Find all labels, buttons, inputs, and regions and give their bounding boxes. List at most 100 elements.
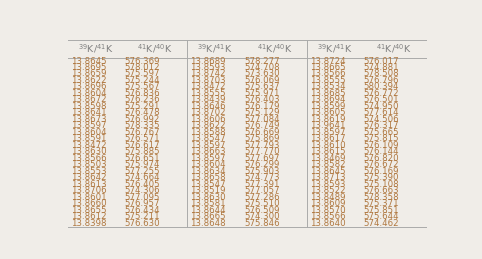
Text: 577.391: 577.391 <box>244 180 280 189</box>
Text: 13.8622: 13.8622 <box>190 121 226 131</box>
Text: 13.8609: 13.8609 <box>310 199 345 208</box>
Text: 576.509: 576.509 <box>244 206 280 215</box>
Text: 575.108: 575.108 <box>363 180 399 189</box>
Text: 575.851: 575.851 <box>363 206 399 215</box>
Text: 575.597: 575.597 <box>124 69 160 78</box>
Text: 576.369: 576.369 <box>124 56 160 66</box>
Text: 576.478: 576.478 <box>124 109 160 117</box>
Text: 13.8522: 13.8522 <box>310 186 346 195</box>
Text: 576.236: 576.236 <box>124 96 160 104</box>
Text: 577.084: 577.084 <box>244 115 280 124</box>
Text: 575.644: 575.644 <box>363 212 399 221</box>
Text: 576.617: 576.617 <box>124 141 160 150</box>
Text: 13.8604: 13.8604 <box>190 160 226 169</box>
Text: 13.8566: 13.8566 <box>71 154 107 163</box>
Text: 13.8640: 13.8640 <box>310 219 346 228</box>
Text: 13.8547: 13.8547 <box>190 180 226 189</box>
Text: 576.772: 576.772 <box>363 89 399 98</box>
Text: $^{39}$K/$^{41}$K: $^{39}$K/$^{41}$K <box>78 43 113 55</box>
Text: 574.306: 574.306 <box>124 186 160 195</box>
Text: 574.462: 574.462 <box>363 219 399 228</box>
Text: 573.630: 573.630 <box>244 69 280 78</box>
Text: $^{39}$K/$^{41}$K: $^{39}$K/$^{41}$K <box>317 43 352 55</box>
Text: 13.8566: 13.8566 <box>310 212 346 221</box>
Text: 13.8519: 13.8519 <box>190 186 226 195</box>
Text: 13.8630: 13.8630 <box>71 147 107 156</box>
Text: 576.144: 576.144 <box>363 147 399 156</box>
Text: 575.903: 575.903 <box>244 167 280 176</box>
Text: 576.992: 576.992 <box>124 115 160 124</box>
Text: 13.8534: 13.8534 <box>310 82 346 91</box>
Text: 574.708: 574.708 <box>244 63 280 72</box>
Text: 575.846: 575.846 <box>244 219 280 228</box>
Text: 577.770: 577.770 <box>244 147 280 156</box>
Text: 576.109: 576.109 <box>363 141 399 150</box>
Text: 575.129: 575.129 <box>244 109 280 117</box>
Text: 13.8582: 13.8582 <box>310 160 346 169</box>
Text: 575.244: 575.244 <box>124 76 160 85</box>
Text: 13.8615: 13.8615 <box>310 147 346 156</box>
Text: 577.255: 577.255 <box>124 167 160 176</box>
Text: 575.974: 575.974 <box>124 160 160 169</box>
Text: 13.8724: 13.8724 <box>310 56 346 66</box>
Text: 576.571: 576.571 <box>124 134 160 143</box>
Text: 13.8604: 13.8604 <box>71 128 107 137</box>
Text: 13.8703: 13.8703 <box>190 76 226 85</box>
Text: 13.8634: 13.8634 <box>190 167 226 176</box>
Text: 13.8658: 13.8658 <box>190 173 226 182</box>
Text: 575.371: 575.371 <box>363 199 399 208</box>
Text: 13.8655: 13.8655 <box>71 206 107 215</box>
Text: $^{41}$K/$^{40}$K: $^{41}$K/$^{40}$K <box>257 43 292 55</box>
Text: $^{41}$K/$^{40}$K: $^{41}$K/$^{40}$K <box>376 43 412 55</box>
Text: 576.169: 576.169 <box>363 167 399 176</box>
Text: 13.8665: 13.8665 <box>190 212 226 221</box>
Text: 13.8646: 13.8646 <box>190 102 226 111</box>
Text: $^{39}$K/$^{41}$K: $^{39}$K/$^{41}$K <box>197 43 232 55</box>
Text: 13.8599: 13.8599 <box>310 102 345 111</box>
Text: 13.8694: 13.8694 <box>310 96 345 104</box>
Text: 13.8472: 13.8472 <box>71 141 107 150</box>
Text: 13.8593: 13.8593 <box>190 63 226 72</box>
Text: 578.012: 578.012 <box>124 63 160 72</box>
Text: 13.8469: 13.8469 <box>310 154 345 163</box>
Text: 576.434: 576.434 <box>124 206 160 215</box>
Text: 13.8439: 13.8439 <box>190 96 226 104</box>
Text: 576.669: 576.669 <box>244 128 280 137</box>
Text: 13.8660: 13.8660 <box>71 199 107 208</box>
Text: 13.8570: 13.8570 <box>310 206 346 215</box>
Text: 576.672: 576.672 <box>363 160 399 169</box>
Text: 13.8598: 13.8598 <box>71 102 106 111</box>
Text: 574.881: 574.881 <box>363 63 399 72</box>
Text: 576.630: 576.630 <box>124 219 160 228</box>
Text: 13.8503: 13.8503 <box>71 160 107 169</box>
Text: 13.8605: 13.8605 <box>310 109 346 117</box>
Text: 13.8713: 13.8713 <box>310 173 346 182</box>
Text: 13.8706: 13.8706 <box>71 186 107 195</box>
Text: 576.017: 576.017 <box>363 56 399 66</box>
Text: 575.885: 575.885 <box>124 147 160 156</box>
Text: 13.8588: 13.8588 <box>190 128 226 137</box>
Text: 13.8645: 13.8645 <box>71 56 107 66</box>
Text: 575.510: 575.510 <box>244 199 280 208</box>
Text: 578.277: 578.277 <box>244 56 280 66</box>
Text: 576.179: 576.179 <box>244 102 280 111</box>
Text: 13.8663: 13.8663 <box>190 147 226 156</box>
Text: 576.836: 576.836 <box>124 89 160 98</box>
Text: 13.8581: 13.8581 <box>190 199 226 208</box>
Text: 13.8617: 13.8617 <box>310 134 346 143</box>
Text: 13.8742: 13.8742 <box>190 69 226 78</box>
Text: 13.8641: 13.8641 <box>71 109 107 117</box>
Text: 578.358: 578.358 <box>363 193 399 202</box>
Text: 580.394: 580.394 <box>363 82 399 91</box>
Text: 575.291: 575.291 <box>124 102 160 111</box>
Text: 13.8398: 13.8398 <box>71 219 106 228</box>
Text: 575.637: 575.637 <box>244 82 280 91</box>
Text: 13.8612: 13.8612 <box>71 212 107 221</box>
Text: 577.614: 577.614 <box>363 109 399 117</box>
Text: 13.8610: 13.8610 <box>310 141 346 150</box>
Text: 575.971: 575.971 <box>244 89 280 98</box>
Text: 13.8644: 13.8644 <box>190 206 226 215</box>
Text: 13.8648: 13.8648 <box>190 219 226 228</box>
Text: 13.8695: 13.8695 <box>71 63 106 72</box>
Text: 576.501: 576.501 <box>363 96 399 104</box>
